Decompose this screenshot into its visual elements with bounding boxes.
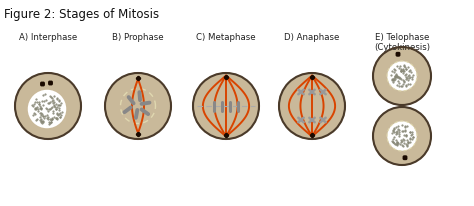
Circle shape bbox=[193, 73, 259, 139]
Circle shape bbox=[15, 73, 81, 139]
Text: A) Interphase: A) Interphase bbox=[19, 33, 77, 42]
Circle shape bbox=[389, 123, 415, 149]
Circle shape bbox=[29, 91, 64, 126]
Text: C) Metaphase: C) Metaphase bbox=[196, 33, 256, 42]
Circle shape bbox=[279, 73, 345, 139]
Text: B) Prophase: B) Prophase bbox=[112, 33, 164, 42]
Circle shape bbox=[105, 73, 171, 139]
Circle shape bbox=[373, 47, 431, 105]
Circle shape bbox=[389, 63, 415, 89]
Circle shape bbox=[373, 107, 431, 165]
Text: D) Anaphase: D) Anaphase bbox=[284, 33, 340, 42]
Text: Figure 2: Stages of Mitosis: Figure 2: Stages of Mitosis bbox=[4, 8, 159, 21]
Text: E) Telophase
(Cytokinesis): E) Telophase (Cytokinesis) bbox=[374, 33, 430, 52]
